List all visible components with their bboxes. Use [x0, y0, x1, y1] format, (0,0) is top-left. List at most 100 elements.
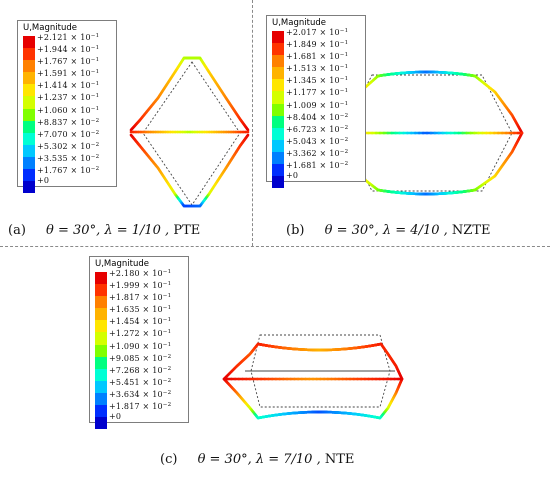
- legend-title: U,Magnitude: [23, 23, 77, 33]
- legend-value: +1.454 × 10−1: [109, 317, 172, 327]
- caption-label: (b): [286, 223, 305, 238]
- color-swatch: [95, 368, 107, 381]
- legend-value: +1.591 × 10−1: [37, 69, 100, 79]
- color-swatch: [95, 284, 107, 297]
- color-swatch: [23, 48, 35, 61]
- color-swatch: [95, 417, 107, 430]
- legend-value: +9.085 × 10−2: [109, 353, 172, 363]
- legend-value: +1.513 × 10−1: [286, 64, 349, 74]
- color-swatch: [23, 120, 35, 133]
- color-swatch: [95, 296, 107, 309]
- color-swatch: [272, 139, 284, 152]
- legend-value: +3.535 × 10−2: [37, 153, 100, 163]
- upper-right-strut: [379, 342, 404, 381]
- caption-panel-c: (c) θ = 30°, λ = 7/10 , NTE: [160, 452, 354, 467]
- legend-value: +1.414 × 10−1: [37, 81, 100, 91]
- color-swatch: [272, 55, 284, 68]
- vertical-divider: [252, 0, 253, 246]
- caption-equation: θ = 30°, λ = 1/10 ,: [46, 223, 170, 238]
- upper-left-strut: [222, 342, 260, 381]
- undeformed-outline: [250, 334, 391, 408]
- color-swatch: [272, 103, 284, 116]
- color-swatch: [272, 115, 284, 128]
- color-swatch: [23, 144, 35, 157]
- upper-left-strut: [129, 56, 202, 132]
- color-swatch: [272, 67, 284, 80]
- top-bar: [256, 342, 383, 352]
- color-swatch: [95, 272, 107, 285]
- upper-right-strut: [182, 56, 250, 132]
- legend-value: +3.362 × 10−2: [286, 148, 349, 158]
- lower-right-strut: [182, 133, 250, 208]
- color-scale: [23, 36, 35, 194]
- legend-value: +5.451 × 10−2: [109, 377, 172, 387]
- legend-value: +1.090 × 10−1: [109, 341, 172, 351]
- caption-mode: PTE: [173, 223, 201, 238]
- legend-value: +2.180 × 10−1: [109, 269, 172, 278]
- caption-mode: NTE: [324, 452, 355, 467]
- color-swatch: [272, 176, 284, 189]
- undeformed-outline: [142, 61, 241, 206]
- legend-value: +3.634 × 10−2: [109, 389, 172, 399]
- legend-value: +1.345 × 10−1: [286, 76, 349, 86]
- color-swatch: [272, 164, 284, 177]
- legend-value: +6.723 × 10−2: [286, 124, 349, 134]
- legend-value: +1.635 × 10−1: [109, 305, 172, 315]
- legend-value: +2.017 × 10−1: [286, 28, 349, 37]
- legend-panel-b: U,Magnitude +2.017 × 10−1 +1.849 × 10−1 +1…: [266, 15, 366, 189]
- lower-right-strut: [378, 377, 404, 420]
- legend-value: +8.404 × 10−2: [286, 112, 349, 122]
- legend-value: +1.681 × 10−1: [286, 52, 349, 62]
- caption-panel-b: (b) θ = 30°, λ = 4/10 , NZTE: [286, 223, 490, 238]
- color-swatch: [95, 380, 107, 393]
- color-swatch: [272, 43, 284, 56]
- undeformed-outline: [341, 74, 513, 192]
- lower-left-strut: [129, 133, 186, 208]
- legend-value: +0: [286, 171, 299, 181]
- color-swatch: [23, 132, 35, 145]
- lower-right-strut: [473, 131, 524, 192]
- legend-title: U,Magnitude: [272, 18, 326, 28]
- legend-value: +2.121 × 10−1: [37, 33, 100, 42]
- upper-right-strut: [473, 74, 524, 135]
- color-scale: [272, 31, 284, 189]
- color-swatch: [23, 108, 35, 121]
- color-swatch: [95, 308, 107, 321]
- color-swatch: [23, 36, 35, 49]
- legend-value: +7.070 × 10−2: [37, 129, 100, 139]
- legend-title: U,Magnitude: [95, 259, 149, 269]
- legend-value: +5.043 × 10−2: [286, 136, 349, 146]
- legend-values: +2.017 × 10−1 +1.849 × 10−1 +1.681 × 10−1 +…: [286, 25, 348, 182]
- legend-value: +1.060 × 10−1: [37, 105, 100, 115]
- legend-value: +1.767 × 10−1: [37, 57, 100, 67]
- color-swatch: [95, 405, 107, 418]
- legend-value: +8.837 × 10−2: [37, 117, 100, 127]
- legend-panel-c: U,Magnitude +2.180 × 10−1 +1.999 × 10−1 +1…: [89, 256, 189, 430]
- legend-values: +2.180 × 10−1 +1.999 × 10−1 +1.817 × 10−1 +…: [109, 266, 171, 423]
- caption-mode: NZTE: [451, 223, 491, 238]
- color-swatch: [272, 91, 284, 104]
- color-swatch: [23, 60, 35, 73]
- legend-value: +1.272 × 10−1: [109, 329, 172, 339]
- caption-equation: θ = 30°, λ = 4/10 ,: [324, 223, 448, 238]
- lower-left-strut: [222, 377, 260, 420]
- caption-panel-a: (a) θ = 30°, λ = 1/10 , PTE: [8, 223, 200, 238]
- color-swatch: [95, 392, 107, 406]
- bottom-bar: [256, 410, 382, 420]
- legend-value: +5.302 × 10−2: [37, 141, 100, 151]
- caption-label: (a): [8, 223, 26, 238]
- color-swatch: [23, 96, 35, 109]
- color-swatch: [95, 320, 107, 333]
- legend-value: +1.237 × 10−1: [37, 93, 100, 103]
- color-swatch: [95, 344, 107, 357]
- horizontal-divider: [0, 246, 550, 247]
- color-scale: [95, 272, 107, 430]
- legend-value: +1.944 × 10−1: [37, 45, 100, 55]
- caption-equation: θ = 30°, λ = 7/10 ,: [197, 452, 321, 467]
- legend-value: +0: [37, 176, 50, 186]
- legend-value: +1.767 × 10−2: [37, 166, 100, 176]
- color-swatch: [272, 79, 284, 92]
- legend-value: +1.999 × 10−1: [109, 281, 172, 291]
- color-swatch: [23, 181, 35, 194]
